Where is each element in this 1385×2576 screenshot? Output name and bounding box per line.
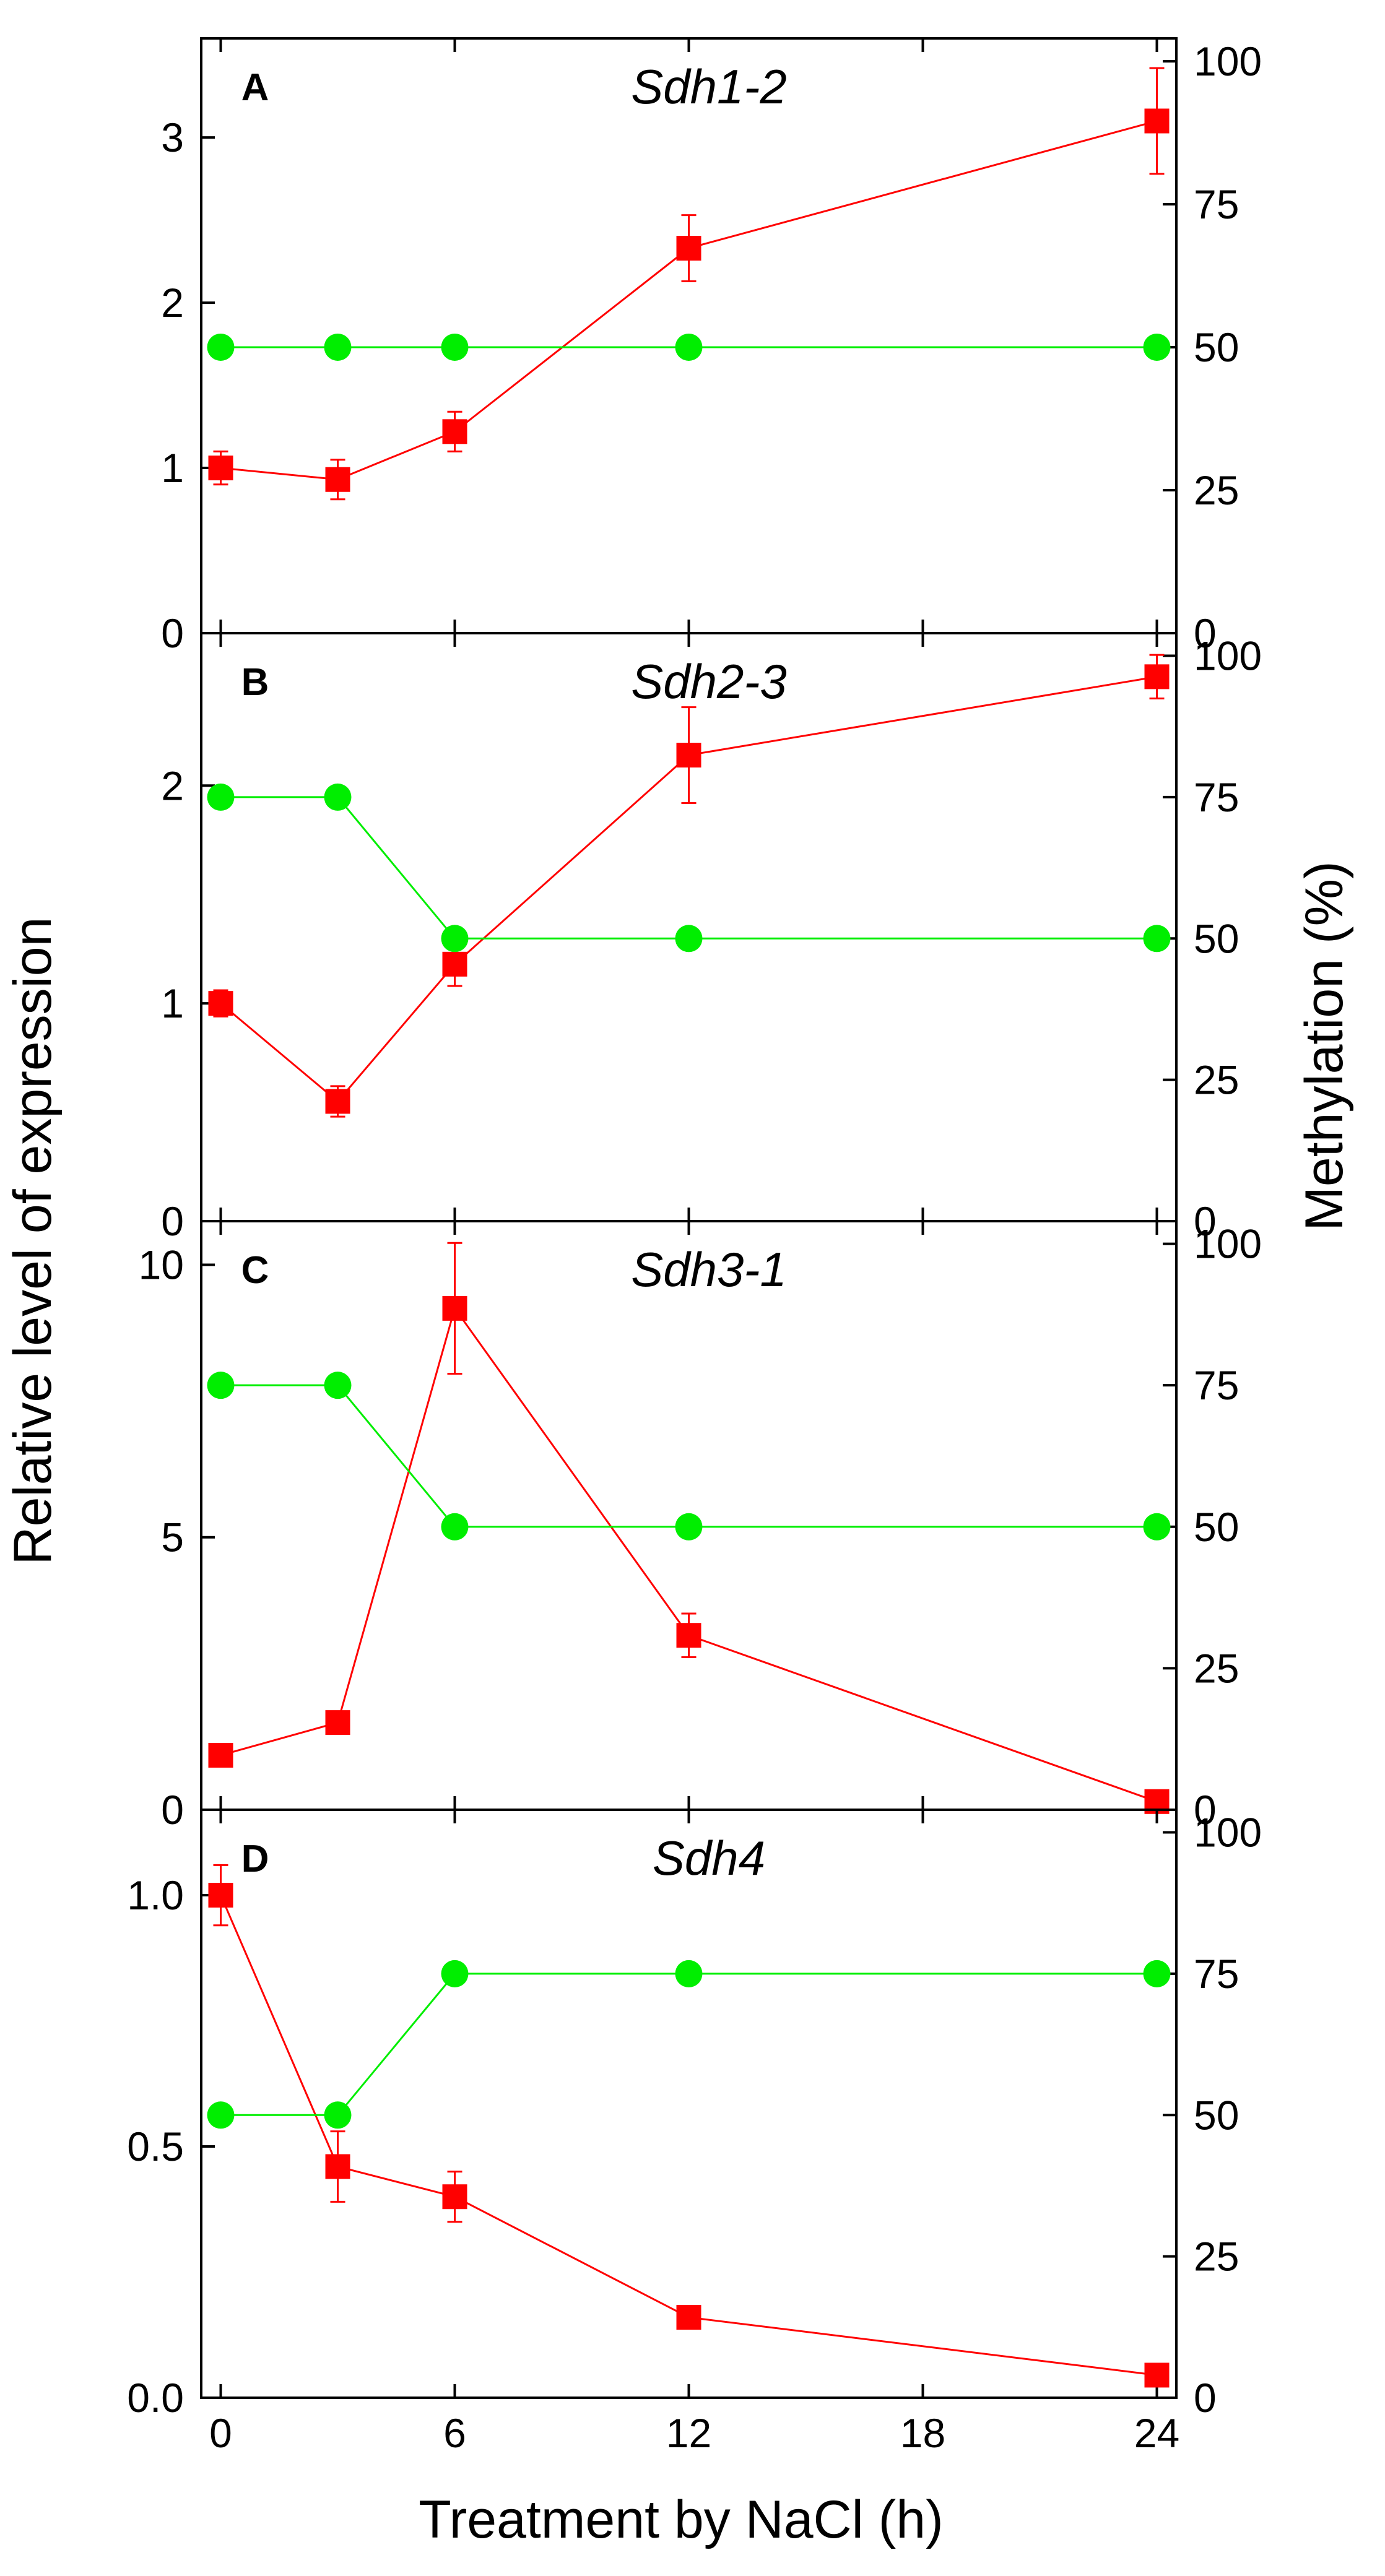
y-right-tick-label-b-4: 100: [1194, 633, 1262, 679]
y-right-tick-label-b-2: 50: [1194, 915, 1239, 961]
x-tick-label-0: 0: [209, 2410, 232, 2456]
y-right-tick-label-d-0: 0: [1194, 2375, 1217, 2421]
panel-b: 0 1 2 0 25 50 75 100 B Sdh2-3: [161, 632, 1262, 1244]
methylation-d-point-0: [207, 2101, 235, 2129]
y-left-tick-label-b-1: 1: [161, 980, 184, 1026]
y-left-tick-label-c-0: 0: [161, 1787, 184, 1833]
y-left-tick-label-a-0: 0: [161, 610, 184, 656]
y-right-tick-label-b-1: 25: [1194, 1057, 1239, 1103]
expression-d-point-0: [208, 1883, 233, 1908]
panel-letter-b: B: [241, 661, 269, 704]
y-left-tick-label-a-2: 2: [161, 280, 184, 326]
x-tick-label-2: 12: [666, 2410, 711, 2456]
y-axis-label-left: Relative level of expression: [3, 917, 63, 1565]
panel-letter-d: D: [241, 1838, 269, 1880]
gene-label-c: Sdh3-1: [631, 1242, 787, 1297]
expression-b-point-0: [208, 991, 233, 1016]
y-right-tick-label-a-3: 75: [1194, 181, 1239, 227]
y-right-tick-label-b-0: 0: [1194, 1198, 1217, 1244]
methylation-d-point-3: [675, 1960, 703, 1987]
y-axis-label-right: Methylation (%): [1295, 861, 1354, 1230]
y-right-tick-label-d-1: 25: [1194, 2234, 1239, 2280]
y-left-tick-label-b-2: 2: [161, 763, 184, 808]
x-axis-label: Treatment by NaCl (h): [419, 2490, 944, 2549]
methylation-d-point-1: [324, 2101, 352, 2129]
methylation-a-point-2: [441, 333, 469, 361]
expression-d-point-1: [325, 2154, 350, 2179]
y-left-tick-label-d-0: 0.0: [127, 2375, 184, 2421]
methylation-d-point-4: [1143, 1960, 1171, 1987]
expression-c-point-3: [676, 1623, 701, 1648]
panel-a: 0 1 2 3 0 25 50 75 100 A Sdh1-2: [161, 37, 1262, 656]
expression-a-point-0: [208, 456, 233, 481]
panel-letter-c: C: [241, 1249, 269, 1292]
panel-letter-a: A: [241, 66, 269, 109]
methylation-a-point-1: [324, 333, 352, 361]
methylation-c-point-2: [441, 1513, 469, 1541]
methylation-b-point-3: [675, 925, 703, 953]
methylation-b-point-2: [441, 925, 469, 953]
expression-a-point-3: [676, 236, 701, 261]
y-right-tick-label-a-2: 50: [1194, 324, 1239, 370]
methylation-c-point-3: [675, 1513, 703, 1541]
expression-a-point-1: [325, 467, 350, 492]
expression-b-point-1: [325, 1089, 350, 1114]
y-left-tick-label-a-1: 1: [161, 445, 184, 491]
methylation-a-point-4: [1143, 333, 1171, 361]
y-right-tick-label-c-1: 25: [1194, 1645, 1239, 1691]
expression-b-point-3: [676, 743, 701, 768]
expression-a-point-2: [442, 419, 467, 444]
y-left-tick-label-c-2: 10: [139, 1242, 184, 1287]
y-right-tick-label-b-3: 75: [1194, 774, 1239, 820]
methylation-c-point-1: [324, 1372, 352, 1399]
panel-d: 0.0 0.5 1.0 0 25 50 75 100 0 6 12 18 24 D Sdh4: [127, 1809, 1262, 2456]
y-right-tick-label-a-0: 0: [1194, 610, 1217, 656]
y-right-tick-label-d-2: 50: [1194, 2092, 1239, 2138]
expression-a-point-4: [1144, 108, 1170, 134]
methylation-b-point-4: [1143, 925, 1171, 953]
x-tick-label-4: 24: [1134, 2410, 1179, 2456]
y-right-tick-label-d-3: 75: [1194, 1951, 1239, 1997]
methylation-a-point-0: [207, 333, 235, 361]
expression-c-point-1: [325, 1710, 350, 1735]
y-right-tick-label-c-3: 75: [1194, 1362, 1239, 1408]
expression-b-point-2: [442, 951, 467, 977]
expression-c-point-0: [208, 1742, 233, 1768]
gene-label-a: Sdh1-2: [631, 59, 787, 114]
expression-d-point-3: [676, 2305, 701, 2330]
y-left-tick-label-d-1: 0.5: [127, 2124, 184, 2169]
y-right-tick-label-c-4: 100: [1194, 1221, 1262, 1267]
methylation-d-point-2: [441, 1960, 469, 1987]
gene-label-d: Sdh4: [653, 1831, 765, 1885]
expression-b-point-4: [1144, 664, 1170, 689]
x-tick-label-3: 18: [900, 2410, 945, 2456]
y-right-tick-label-d-4: 100: [1194, 1810, 1262, 1856]
y-left-tick-label-c-1: 5: [161, 1515, 184, 1560]
y-right-tick-label-c-0: 0: [1194, 1787, 1217, 1833]
x-tick-label-1: 6: [443, 2410, 466, 2456]
methylation-b-point-1: [324, 783, 352, 811]
methylation-c-point-4: [1143, 1513, 1171, 1541]
expression-d-point-2: [442, 2184, 467, 2210]
y-left-tick-label-b-0: 0: [161, 1198, 184, 1244]
expression-d-point-4: [1144, 2362, 1170, 2388]
y-right-tick-label-a-1: 25: [1194, 467, 1239, 513]
gene-label-b: Sdh2-3: [631, 654, 787, 709]
y-right-tick-label-a-4: 100: [1194, 38, 1262, 84]
y-right-tick-label-c-2: 50: [1194, 1504, 1239, 1550]
y-left-tick-label-a-3: 3: [161, 115, 184, 160]
methylation-c-point-0: [207, 1372, 235, 1399]
methylation-b-point-0: [207, 783, 235, 811]
expression-c-point-2: [442, 1295, 467, 1321]
y-left-tick-label-d-2: 1.0: [127, 1872, 184, 1918]
methylation-a-point-3: [675, 333, 703, 361]
